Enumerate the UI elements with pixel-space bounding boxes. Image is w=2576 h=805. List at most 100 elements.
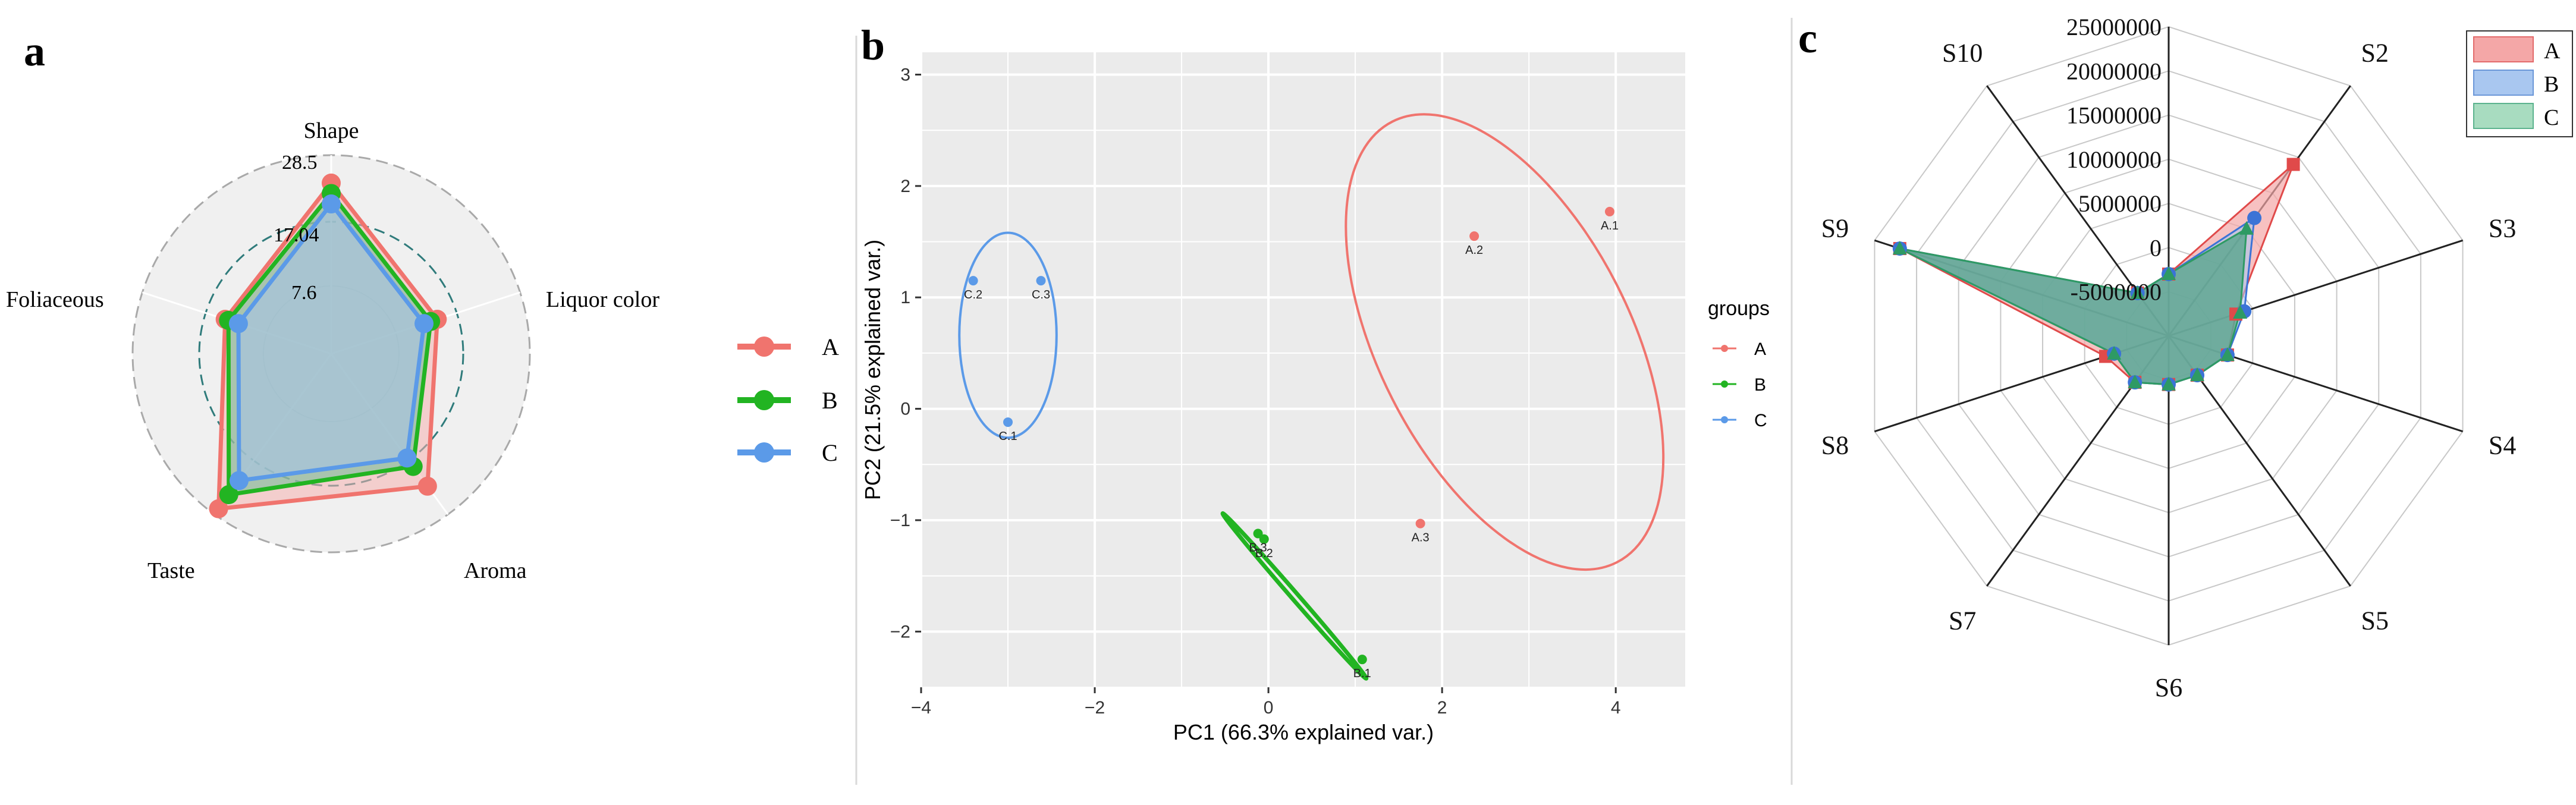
legend-c: A B C <box>2466 30 2573 137</box>
legend-a-item-b: B <box>737 387 838 414</box>
radar-c-ring-label: 0 <box>2150 234 2162 261</box>
radar-c-axis-label-s9: S9 <box>1821 214 1849 243</box>
radar-c-point-c <box>2162 376 2176 391</box>
legend-c-swatch-b <box>2473 70 2534 96</box>
panel-label-a: a <box>24 27 45 75</box>
pca-chart-b: A.1 A.2 A.3 B.1 B.2B.3 C.1 C.2 C.3 −4 −2 0 2 4 −2 −1 0… <box>860 52 1770 744</box>
pca-x-tick-label: −4 <box>911 698 931 718</box>
pca-y-tick-label: −1 <box>890 511 910 530</box>
legend-c-item-c: C <box>2473 103 2559 130</box>
pca-legend-label-a: A <box>1754 339 1766 359</box>
pca-point-label: C.3 <box>1032 288 1050 301</box>
radar-a-axis-label-foliaceous: Foliaceous <box>6 287 104 312</box>
legend-a-marker-b <box>754 390 774 410</box>
legend-c-label-c: C <box>2544 105 2559 130</box>
radar-a-point-c <box>228 314 248 334</box>
radar-a-axis-label-aroma: Aroma <box>464 558 527 583</box>
legend-c-swatch-a <box>2473 36 2534 62</box>
radar-a-ring-label-17-04: 17.04 <box>274 224 319 246</box>
radar-a-ring-label-7-6: 7.6 <box>291 282 317 304</box>
radar-c-point-c <box>2162 266 2176 280</box>
legend-c-swatch-c <box>2473 103 2534 129</box>
pca-point-label: A.1 <box>1601 219 1619 232</box>
radar-a-point-c <box>414 314 434 334</box>
pca-legend-title: groups <box>1708 297 1770 320</box>
pca-point-c-3 <box>1036 276 1046 286</box>
pca-point-c-2 <box>968 276 978 286</box>
pca-point-label: C.2 <box>964 288 982 301</box>
legend-c-label-a: A <box>2544 39 2561 64</box>
pca-point-b-1 <box>1357 655 1367 665</box>
radar-c-ring-label: 15000000 <box>2066 102 2162 129</box>
radar-a-axis-label-taste: Taste <box>147 558 195 583</box>
radar-c-axis-label-s1: S1 <box>2155 0 2182 1</box>
pca-point-label: B.1 <box>1353 667 1371 680</box>
pca-point-label: A.2 <box>1465 244 1483 257</box>
pca-ellipse-c <box>958 231 1058 439</box>
legend-c-item-b: B <box>2473 70 2559 97</box>
pca-point-a-2 <box>1469 231 1479 241</box>
pca-legend: groups A B C <box>1708 297 1770 430</box>
pca-legend-marker-a <box>1721 345 1728 352</box>
radar-chart-a: 7.6 17.04 28.5 Shape Liquor color Aroma … <box>6 118 839 583</box>
pca-legend-label-b: B <box>1754 375 1766 395</box>
radar-c-ring-label: 20000000 <box>2066 58 2162 84</box>
radar-chart-c: -5000000 0 5000000 10000000 15000000 20000000… <box>1821 0 2573 702</box>
radar-c-axis-label-s5: S5 <box>2361 606 2389 635</box>
pca-point-label: B.3 <box>1249 541 1267 554</box>
radar-c-point-c <box>2220 347 2235 361</box>
radar-c-point-c <box>2239 221 2254 235</box>
radar-a-ring-label-28-5: 28.5 <box>282 152 318 174</box>
pca-legend-item-a: A <box>1713 339 1766 359</box>
legend-a-marker-c <box>754 442 774 463</box>
radar-a-series-c <box>236 202 426 483</box>
radar-c-axis-label-s6: S6 <box>2155 673 2182 702</box>
panel-label-b: b <box>861 21 885 69</box>
pca-y-tick-label: −2 <box>890 622 910 642</box>
pca-legend-item-b: B <box>1713 375 1766 395</box>
pca-point-a-3 <box>1415 518 1425 529</box>
pca-legend-marker-c <box>1721 416 1728 423</box>
radar-c-axis-label-s3: S3 <box>2489 214 2516 243</box>
radar-c-axis-label-s4: S4 <box>2489 430 2516 460</box>
radar-c-point-c <box>2107 345 2122 360</box>
radar-c-ring-label: 10000000 <box>2066 146 2162 173</box>
legend-a-item-a: A <box>737 334 839 360</box>
pca-point-label: C.1 <box>998 430 1017 443</box>
pca-y-tick-label: 2 <box>900 177 910 196</box>
pca-x-tick-label: 2 <box>1437 698 1447 718</box>
pca-x-tick-label: 0 <box>1264 698 1274 718</box>
pca-x-tick-label: −2 <box>1085 698 1105 718</box>
pca-ellipse-a <box>1344 113 1665 571</box>
pca-x-tick-label: 4 <box>1611 698 1621 718</box>
radar-c-point-c <box>2128 375 2143 389</box>
pca-x-axis-label: PC1 (66.3% explained var.) <box>1173 720 1434 744</box>
pca-legend-item-c: C <box>1713 411 1767 430</box>
radar-c-ring-label: 5000000 <box>2078 190 2162 217</box>
pca-point-label: B.2 <box>1255 547 1273 560</box>
radar-c-axis-label-s8: S8 <box>1821 430 1849 460</box>
legend-a-marker-a <box>754 337 774 357</box>
radar-a-point-a <box>209 499 228 518</box>
pca-y-tick-label: 0 <box>900 400 910 419</box>
radar-c-point-b <box>2247 210 2262 225</box>
pca-plot-background <box>921 52 1685 687</box>
pca-ellipse-b <box>1220 511 1369 681</box>
legend-a-label-c: C <box>822 439 838 466</box>
radar-c-axis-label-s2: S2 <box>2361 39 2389 68</box>
radar-c-ring-label: -5000000 <box>2071 279 2162 306</box>
radar-c-axis-label-s10: S10 <box>1942 39 1983 68</box>
pca-y-axis-label: PC2 (21.5% explained var.) <box>860 240 885 500</box>
radar-a-point-b <box>219 485 238 505</box>
radar-c-point-c <box>2130 285 2145 299</box>
pca-point-c-1 <box>1003 417 1013 427</box>
radar-c-point-a <box>2286 158 2300 171</box>
pca-point-label: A.3 <box>1412 532 1430 545</box>
radar-a-point-a <box>417 476 437 496</box>
radar-a-point-c <box>397 448 417 468</box>
legend-a: A B C <box>737 334 839 466</box>
pca-y-tick-label: 3 <box>900 65 910 84</box>
radar-c-point-c <box>2190 367 2205 382</box>
legend-a-label-a: A <box>822 334 839 360</box>
